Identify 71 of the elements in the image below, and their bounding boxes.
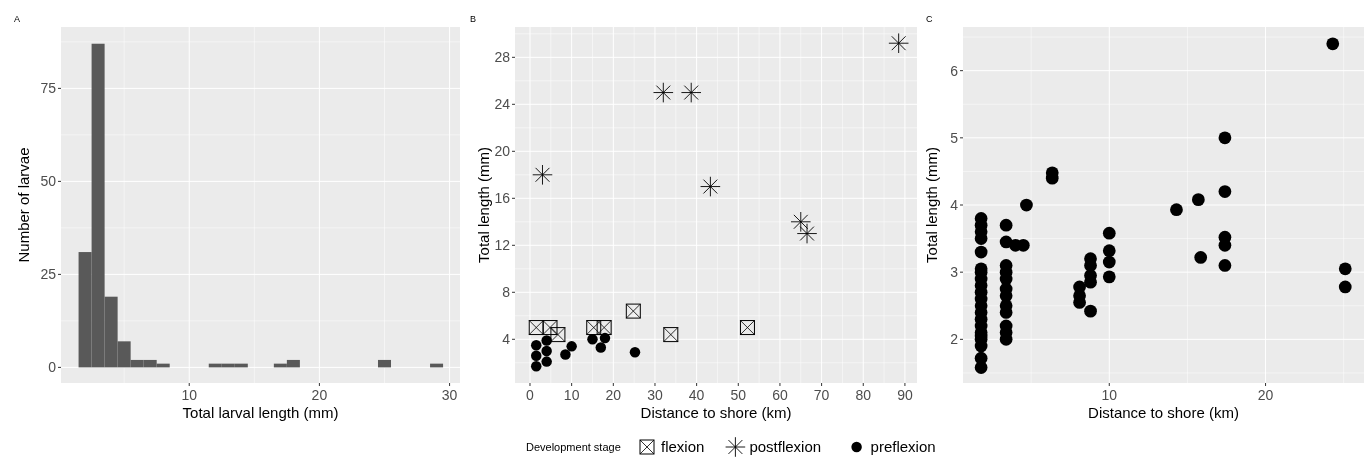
x-tick-label: 80 (855, 387, 872, 403)
point (560, 349, 571, 360)
point (790, 211, 812, 233)
y-tick-label: 4 (502, 331, 511, 348)
y-tick-label: 0 (48, 359, 57, 376)
legend-label: postflexion (749, 438, 822, 456)
chart-title: A (14, 14, 21, 24)
point (541, 356, 552, 367)
point (587, 334, 598, 345)
point (739, 320, 755, 336)
x-tick-label: 0 (526, 387, 535, 403)
point (528, 320, 544, 336)
x-tick-label: 30 (647, 387, 663, 403)
y-tick-label: 25 (40, 266, 57, 283)
x-tick-label: 50 (730, 387, 747, 403)
point (550, 327, 566, 343)
y-axis-title: Number of larvae (15, 147, 32, 263)
legend-title: Development stage (526, 440, 621, 453)
point (586, 320, 602, 336)
x-axis-title: Distance to shore (km) (640, 404, 792, 421)
point (531, 361, 542, 372)
x-axis-title: Total larval length (mm) (182, 404, 339, 421)
point (542, 320, 558, 336)
point (680, 82, 702, 103)
y-tick-label: 50 (40, 173, 57, 190)
y-tick-label: 24 (494, 96, 511, 113)
y-tick-label: 2 (950, 331, 959, 348)
y-axis-title: Total length (mm) (923, 147, 940, 263)
y-tick-label: 8 (502, 284, 511, 301)
x-tick-label: 70 (813, 387, 830, 403)
x-tick-label: 60 (772, 387, 788, 403)
point (599, 332, 611, 344)
point (595, 342, 607, 353)
x-tick-label: 10 (563, 387, 580, 403)
point (663, 327, 679, 343)
y-tick-label: 20 (494, 143, 511, 160)
y-tick-label: 75 (40, 80, 57, 97)
x-tick-label: 90 (897, 387, 913, 403)
legend-label: preflexion (870, 438, 936, 456)
x-tick-label: 20 (605, 387, 622, 403)
y-tick-label: 12 (494, 237, 511, 254)
y-tick-label: 4 (950, 196, 959, 213)
point (629, 346, 641, 358)
chart-title: B (470, 14, 477, 24)
point (625, 303, 641, 319)
point (532, 164, 553, 186)
legend-label: flexion (661, 438, 705, 456)
x-tick-label: 30 (441, 387, 458, 403)
x-tick-label: 10 (181, 387, 198, 403)
point (700, 176, 721, 197)
x-tick-label: 10 (1101, 387, 1118, 403)
y-tick-label: 3 (950, 264, 959, 281)
y-tick-label: 16 (494, 190, 511, 207)
x-axis-title: Distance to shore (km) (1088, 404, 1239, 421)
point (541, 335, 552, 346)
y-tick-label: 6 (950, 62, 959, 79)
point (531, 350, 542, 361)
y-axis-title: Total length (mm) (475, 147, 492, 263)
y-tick-label: 28 (494, 49, 511, 66)
point (888, 32, 909, 54)
y-tick-label: 5 (950, 129, 959, 146)
point (531, 339, 542, 351)
x-tick-label: 40 (688, 387, 705, 403)
point (541, 345, 552, 357)
x-tick-label: 20 (311, 387, 328, 403)
point (796, 223, 818, 244)
point (653, 82, 674, 103)
chart-title: C (926, 14, 933, 24)
x-tick-label: 20 (1257, 387, 1274, 403)
point (596, 320, 612, 336)
point (566, 341, 577, 352)
